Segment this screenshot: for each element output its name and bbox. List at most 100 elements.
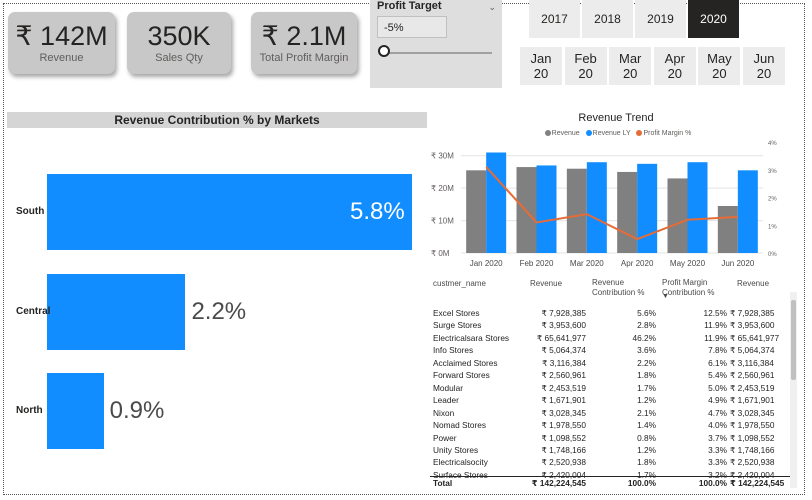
table-cell: 3.7%: [708, 432, 727, 443]
chevron-down-icon[interactable]: ⌄: [488, 2, 496, 12]
header-revenue-contribution[interactable]: Revenue Contribution %: [592, 278, 645, 297]
table-cell: 1.4%: [637, 420, 656, 431]
month-feb[interactable]: Feb 20: [564, 47, 607, 85]
legend-revenue-marker: [544, 130, 551, 137]
table-cell: 1.7%: [637, 469, 656, 480]
month-mar[interactable]: Mar 20: [609, 47, 652, 85]
table-cell: ₹ 3,953,600: [541, 320, 587, 331]
table-row[interactable]: Leader ₹ 1,671,901 1.2% 4.9% ₹ 1,671,901: [430, 394, 790, 406]
table-cell: 4.9%: [708, 395, 727, 406]
market-label: Central: [16, 306, 51, 317]
month-jan[interactable]: Jan 20: [520, 47, 562, 85]
table-row[interactable]: Nixon ₹ 3,028,345 2.1% 4.7% ₹ 3,028,345: [430, 407, 790, 419]
table-cell: ₹ 1,098,552: [541, 432, 587, 443]
month-year: 20: [712, 66, 727, 81]
sort-desc-icon[interactable]: ▼: [662, 293, 669, 300]
table-cell: Nomad Stores: [433, 420, 487, 431]
table-cell: ₹ 65,641,977: [536, 332, 586, 343]
table-cell: 12.5%: [703, 308, 727, 318]
table-cell: 5.0%: [708, 382, 727, 393]
profit-margin-card[interactable]: ₹ 2.1M Total Profit Margin: [251, 12, 357, 74]
trend-chart-title: Revenue Trend: [578, 112, 654, 124]
table-cell: Acclaimed Stores: [433, 357, 498, 368]
table-row[interactable]: Nomad Stores ₹ 1,978,550 1.4% 4.0% ₹ 1,978,5…: [430, 419, 790, 431]
table-cell: ₹ 1,671,901: [730, 395, 775, 406]
table-cell: 46.2%: [632, 332, 656, 343]
total-cell: 100.0%: [627, 478, 656, 488]
table-row[interactable]: Surface Stores ₹ 2,420,004 1.7% 3.2% ₹ 2,420…: [430, 469, 790, 481]
market-value-label: 2.2%: [191, 298, 247, 325]
table-cell: ₹ 5,064,374: [730, 345, 775, 356]
table-row[interactable]: Acclaimed Stores ₹ 3,116,384 2.2% 6.1% ₹ 3,1…: [430, 357, 790, 369]
header-customer[interactable]: custmer_name: [433, 279, 486, 288]
month-jun[interactable]: Jun 20: [743, 47, 785, 85]
table-cell: ₹ 2,560,961: [730, 370, 775, 381]
market-bar-central[interactable]: [47, 274, 186, 350]
year-2017[interactable]: 2017: [529, 0, 580, 38]
slider-handle[interactable]: [378, 45, 390, 57]
header-profit-contribution[interactable]: Profit Margin Contribution %: [662, 278, 715, 297]
total-cell: 100.0%: [698, 478, 727, 488]
header-revenue-2[interactable]: Revenue: [737, 279, 770, 288]
table-cell: Forward Stores: [433, 370, 490, 381]
profit-target-input[interactable]: -5%: [377, 16, 447, 38]
total-cell: ₹ 142,224,545: [531, 478, 586, 488]
table-cell: 3.2%: [708, 469, 727, 480]
markets-chart-title: Revenue Contribution % by Markets: [7, 112, 427, 128]
table-row[interactable]: Forward Stores ₹ 2,560,961 1.8% 5.4% ₹ 2,560…: [430, 369, 790, 381]
table-row[interactable]: Unity Stores ₹ 1,748,166 1.2% 3.3% ₹ 1,748,1…: [430, 444, 790, 456]
table-row[interactable]: Power ₹ 1,098,552 0.8% 3.7% ₹ 1,098,552: [430, 432, 790, 444]
market-bar-south[interactable]: [47, 174, 412, 250]
table-cell: ₹ 3,116,384: [730, 357, 774, 368]
sales-qty-card[interactable]: 350K Sales Qty: [127, 12, 231, 74]
table-cell: ₹ 1,671,901: [541, 395, 587, 406]
year-2018[interactable]: 2018: [582, 0, 633, 38]
month-label: Feb: [574, 51, 597, 66]
table-cell: ₹ 7,928,385: [541, 308, 587, 318]
table-cell: ₹ 2,420,004: [541, 469, 587, 480]
market-label: North: [16, 405, 43, 416]
table-cell: ₹ 2,520,938: [730, 457, 775, 468]
table-cell: Excel Stores: [433, 308, 480, 318]
sales-qty-value: 350K: [147, 21, 211, 51]
month-label: Jan: [530, 51, 552, 66]
header-revenue[interactable]: Revenue: [530, 279, 563, 288]
year-2019[interactable]: 2019: [635, 0, 686, 38]
legend-revenue: Revenue: [551, 130, 580, 137]
table-cell: ₹ 2,453,519: [541, 382, 587, 393]
table-cell: 2.1%: [637, 407, 656, 418]
month-year: 20: [667, 66, 683, 81]
table-cell: Info Stores: [433, 345, 474, 356]
revenue-card[interactable]: ₹ 142M Revenue: [8, 12, 115, 74]
table-cell: Surface Stores: [433, 469, 488, 480]
profit-margin-value: ₹ 2.1M: [261, 21, 347, 51]
table-cell: ₹ 65,641,977: [730, 332, 780, 343]
table-header: custmer_name Revenue Revenue Contributio…: [430, 276, 790, 302]
month-year: 20: [533, 66, 549, 81]
table-row[interactable]: Modular ₹ 2,453,519 1.7% 5.0% ₹ 2,453,519: [430, 382, 790, 394]
table-cell: ₹ 5,064,374: [541, 345, 587, 356]
table-scrollbar-thumb[interactable]: [791, 300, 796, 380]
market-bar-north[interactable]: [47, 373, 104, 449]
table-row[interactable]: Electricalsara Stores ₹ 65,641,977 46.2% 11…: [430, 332, 790, 344]
table-row[interactable]: Info Stores ₹ 5,064,374 3.6% 7.8% ₹ 5,064,37…: [430, 344, 790, 356]
year-2020[interactable]: 2020: [688, 0, 739, 38]
table-cell: ₹ 1,978,550: [541, 420, 587, 431]
table-row[interactable]: Surge Stores ₹ 3,953,600 2.8% 11.9% ₹ 3,953,…: [430, 319, 790, 331]
table-cell: ₹ 2,453,519: [730, 382, 775, 393]
table-cell: ₹ 1,098,552: [730, 432, 775, 443]
table-row[interactable]: Electricalsocity ₹ 2,520,938 1.8% 3.3% ₹ 2,5…: [430, 456, 790, 468]
legend-revenue-ly-marker: [585, 130, 592, 137]
table-cell: ₹ 1,978,550: [730, 420, 775, 431]
slider-track[interactable]: [384, 52, 492, 54]
month-label: May: [707, 51, 732, 66]
table-cell: ₹ 2,560,961: [541, 370, 587, 381]
month-year: 20: [578, 66, 593, 81]
market-value-label: 0.9%: [109, 397, 165, 424]
month-may[interactable]: May 20: [698, 47, 741, 85]
table-cell: ₹ 3,116,384: [542, 357, 586, 368]
table-scrollbar[interactable]: [790, 292, 797, 488]
table-row[interactable]: Excel Stores ₹ 7,928,385 5.6% 12.5% ₹ 7,928,…: [430, 307, 790, 319]
month-apr[interactable]: Apr 20: [653, 47, 696, 85]
table-cell: 3.6%: [637, 345, 656, 356]
